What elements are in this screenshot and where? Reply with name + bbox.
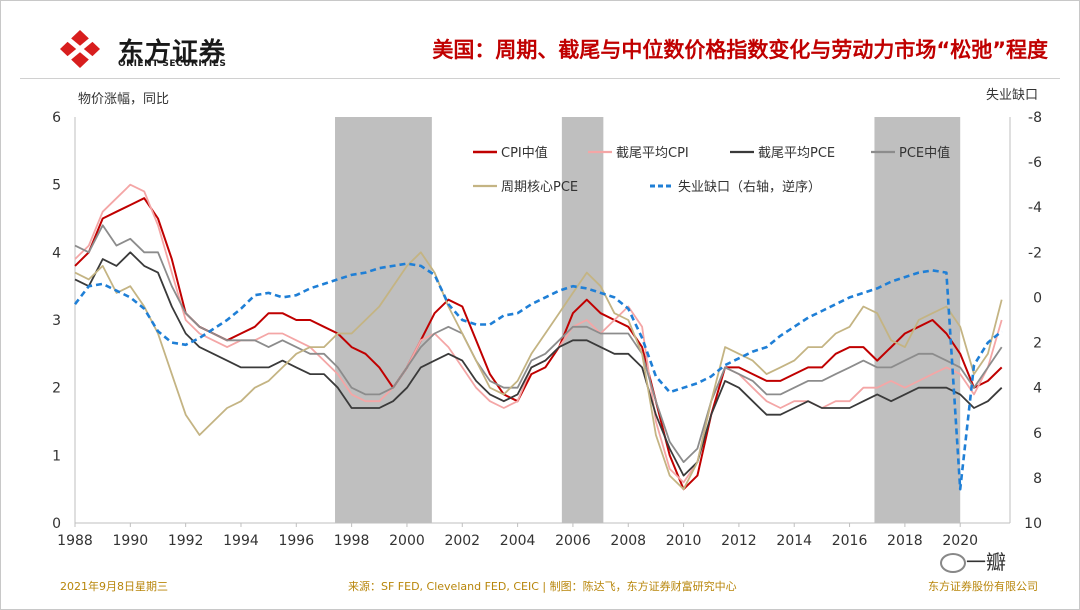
series-line [74,197,1003,491]
x-tick-label: 2016 [832,533,868,549]
series-line [74,224,1003,464]
x-tick-label: 2010 [666,533,702,549]
x-tick-label: 1992 [168,533,204,549]
legend-label: PCE中值 [899,145,950,161]
y2-tick-label: 2 [1033,336,1042,352]
y-tick-label: 1 [52,448,61,464]
x-tick-label: 2004 [500,533,536,549]
legend-label: 周期核心PCE [501,180,578,195]
x-tick-label: 2002 [444,533,480,549]
series-line [73,262,1003,491]
logo-subtitle: ORIENT SECURITIES [118,59,227,69]
y-tick-label: 3 [52,313,61,329]
x-tick-label: 1998 [334,533,370,549]
y2-tick-label: 0 [1033,290,1042,306]
x-tick-label: 2018 [887,533,923,549]
chart-title: 美国：周期、截尾与中位数价格指数变化与劳动力市场“松弛”程度 [432,38,1048,62]
footer-date: 2021年9月8日星期三 [60,580,168,593]
left-axis-label: 物价涨幅，同比 [78,92,170,107]
y-tick-label: 0 [52,516,61,532]
y-tick-label: 5 [52,178,61,194]
y-tick-label: 2 [52,381,61,397]
series-line [74,251,1003,491]
y2-tick-label: -6 [1028,155,1042,171]
legend-label: 截尾平均CPI [616,146,689,161]
x-tick-label: 2008 [610,533,646,549]
x-tick-label: 1990 [113,533,149,549]
wechat-icon [940,553,966,573]
recession-band [335,117,432,523]
x-tick-label: 2000 [389,533,425,549]
x-tick-label: 2006 [555,533,591,549]
watermark: 一瓣 [966,550,1006,574]
logo-name: 东方证券 [118,38,227,68]
y2-tick-label: 4 [1033,381,1042,397]
recession-band [561,117,604,523]
y2-tick-label: -8 [1028,110,1042,126]
y2-tick-label: -4 [1028,200,1042,216]
x-tick-label: 2020 [942,533,978,549]
logo-mark [60,30,100,68]
legend-label: 失业缺口（右轴，逆序） [678,179,821,195]
y2-tick-label: 10 [1024,516,1042,532]
x-tick-label: 1996 [278,533,314,549]
series-line [74,251,1003,477]
y2-tick-label: -2 [1028,245,1042,261]
y2-tick-label: 6 [1033,426,1042,442]
footer-company: 东方证券股份有限公司 [928,580,1038,593]
legend-label: CPI中值 [501,145,548,161]
header-divider [20,78,1060,79]
x-tick-label: 1988 [57,533,93,549]
y2-tick-label: 8 [1033,471,1042,487]
y-tick-label: 6 [52,110,61,126]
y-tick-label: 4 [52,245,61,261]
recession-band [874,117,961,523]
x-tick-label: 1994 [223,533,259,549]
logo-icon [60,30,100,68]
x-tick-label: 2012 [721,533,757,549]
legend-label: 截尾平均PCE [758,146,835,161]
x-tick-label: 2014 [776,533,812,549]
right-axis-label: 失业缺口 [985,88,1038,103]
footer-source: 来源：SF FED, Cleveland FED, CEIC | 制图：陈达飞，… [348,580,737,593]
